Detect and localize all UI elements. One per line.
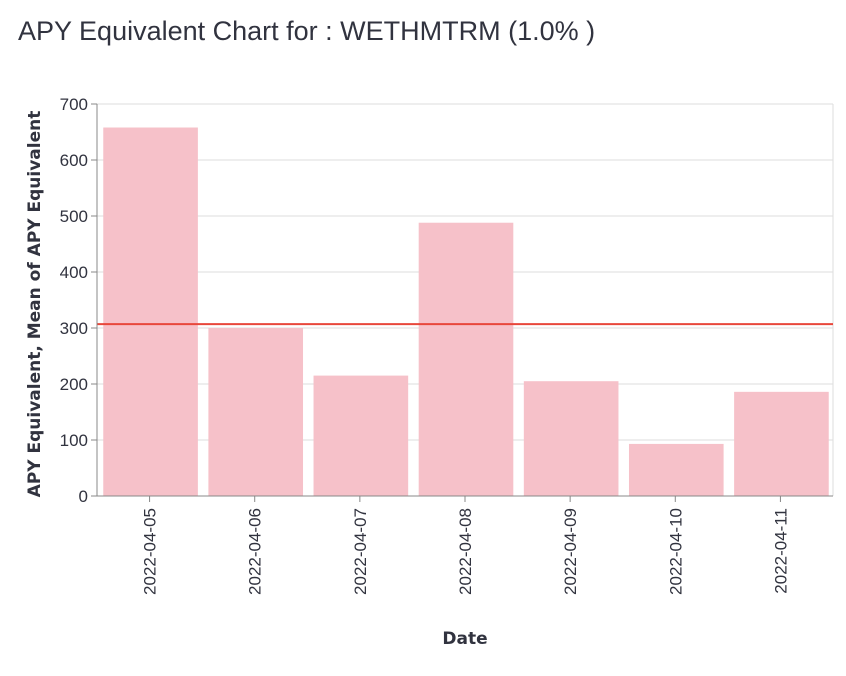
x-tick-label: 2022-04-11 bbox=[771, 508, 790, 594]
chart-title: APY Equivalent Chart for : WETHMTRM (1.0… bbox=[18, 16, 596, 46]
bar-2022-04-07[interactable] bbox=[313, 375, 409, 496]
x-tick-label: 2022-04-08 bbox=[456, 508, 475, 595]
x-ticks: 2022-04-05 2022-04-06 2022-04-07 2022-04-08… bbox=[141, 496, 790, 595]
y-tick-label: 700 bbox=[60, 95, 88, 114]
x-tick-label: 2022-04-05 bbox=[141, 508, 160, 595]
y-tick-label: 600 bbox=[60, 151, 88, 170]
y-tick-label: 500 bbox=[60, 207, 88, 226]
x-tick-label: 2022-04-10 bbox=[666, 508, 685, 595]
bar-2022-04-10[interactable] bbox=[628, 443, 724, 496]
y-tick-label: 100 bbox=[60, 431, 88, 450]
bar-2022-04-08[interactable] bbox=[418, 222, 514, 496]
bar-2022-04-06[interactable] bbox=[208, 328, 304, 496]
x-tick-label: 2022-04-07 bbox=[351, 508, 370, 595]
bars bbox=[103, 127, 829, 497]
x-tick-label: 2022-04-06 bbox=[246, 508, 265, 595]
bar-2022-04-11[interactable] bbox=[734, 391, 829, 496]
y-ticks: 0 100 200 300 400 500 600 700 bbox=[60, 95, 97, 506]
x-axis-title: Date bbox=[442, 629, 487, 649]
y-axis-title: APY Equivalent, Mean of APY Equivalent bbox=[25, 111, 45, 498]
y-tick-label: 300 bbox=[60, 319, 88, 338]
bar-2022-04-09[interactable] bbox=[523, 381, 619, 496]
y-tick-label: 0 bbox=[79, 487, 88, 506]
bar-2022-04-05[interactable] bbox=[103, 127, 198, 497]
x-tick-label: 2022-04-09 bbox=[561, 508, 580, 595]
y-tick-label: 200 bbox=[60, 375, 88, 394]
y-tick-label: 400 bbox=[60, 263, 88, 282]
